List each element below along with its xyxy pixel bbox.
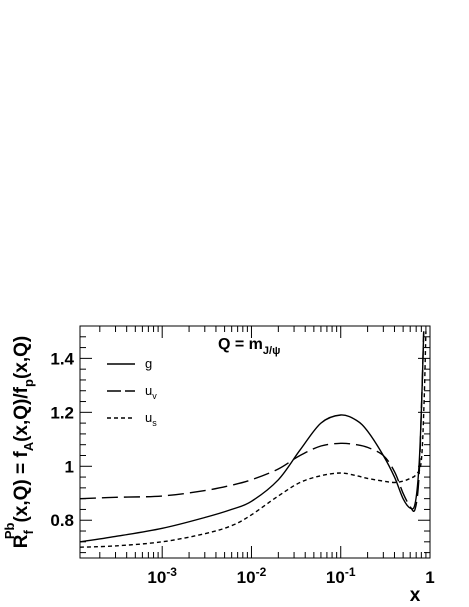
series-line-uv <box>80 331 425 512</box>
chart-title: Q = mJ/ψ <box>218 336 280 357</box>
legend-label: us <box>145 410 157 428</box>
series-line-us <box>80 331 427 548</box>
plot-frame <box>79 325 431 559</box>
y-tick-label: 1.2 <box>50 403 74 422</box>
legend: g uv us <box>107 356 157 428</box>
x-tick-label: 10-3 <box>147 565 177 587</box>
legend-label: uv <box>145 383 157 401</box>
x-tick-label: 10-2 <box>237 565 267 587</box>
y-tick-label: 1.4 <box>50 349 74 368</box>
y-axis-label: RfPb(x,Q) = fA(x,Q)/fp(x,Q) <box>2 336 36 548</box>
labels: 10-3 10-2 10-1 1 0.8 1 1.2 1.4 Q = mJ/ψ x RfPb(x,Q… <box>2 336 435 606</box>
x-tick-label: 1 <box>425 568 434 587</box>
x-tick-label: 10-1 <box>326 565 356 587</box>
curves <box>80 331 427 548</box>
legend-label: g <box>145 356 152 371</box>
x-axis-label: x <box>410 585 421 606</box>
y-tick-label: 0.8 <box>50 511 74 530</box>
y-tick-label: 1 <box>65 457 74 476</box>
axes <box>79 325 431 559</box>
series-line-g <box>80 331 425 543</box>
